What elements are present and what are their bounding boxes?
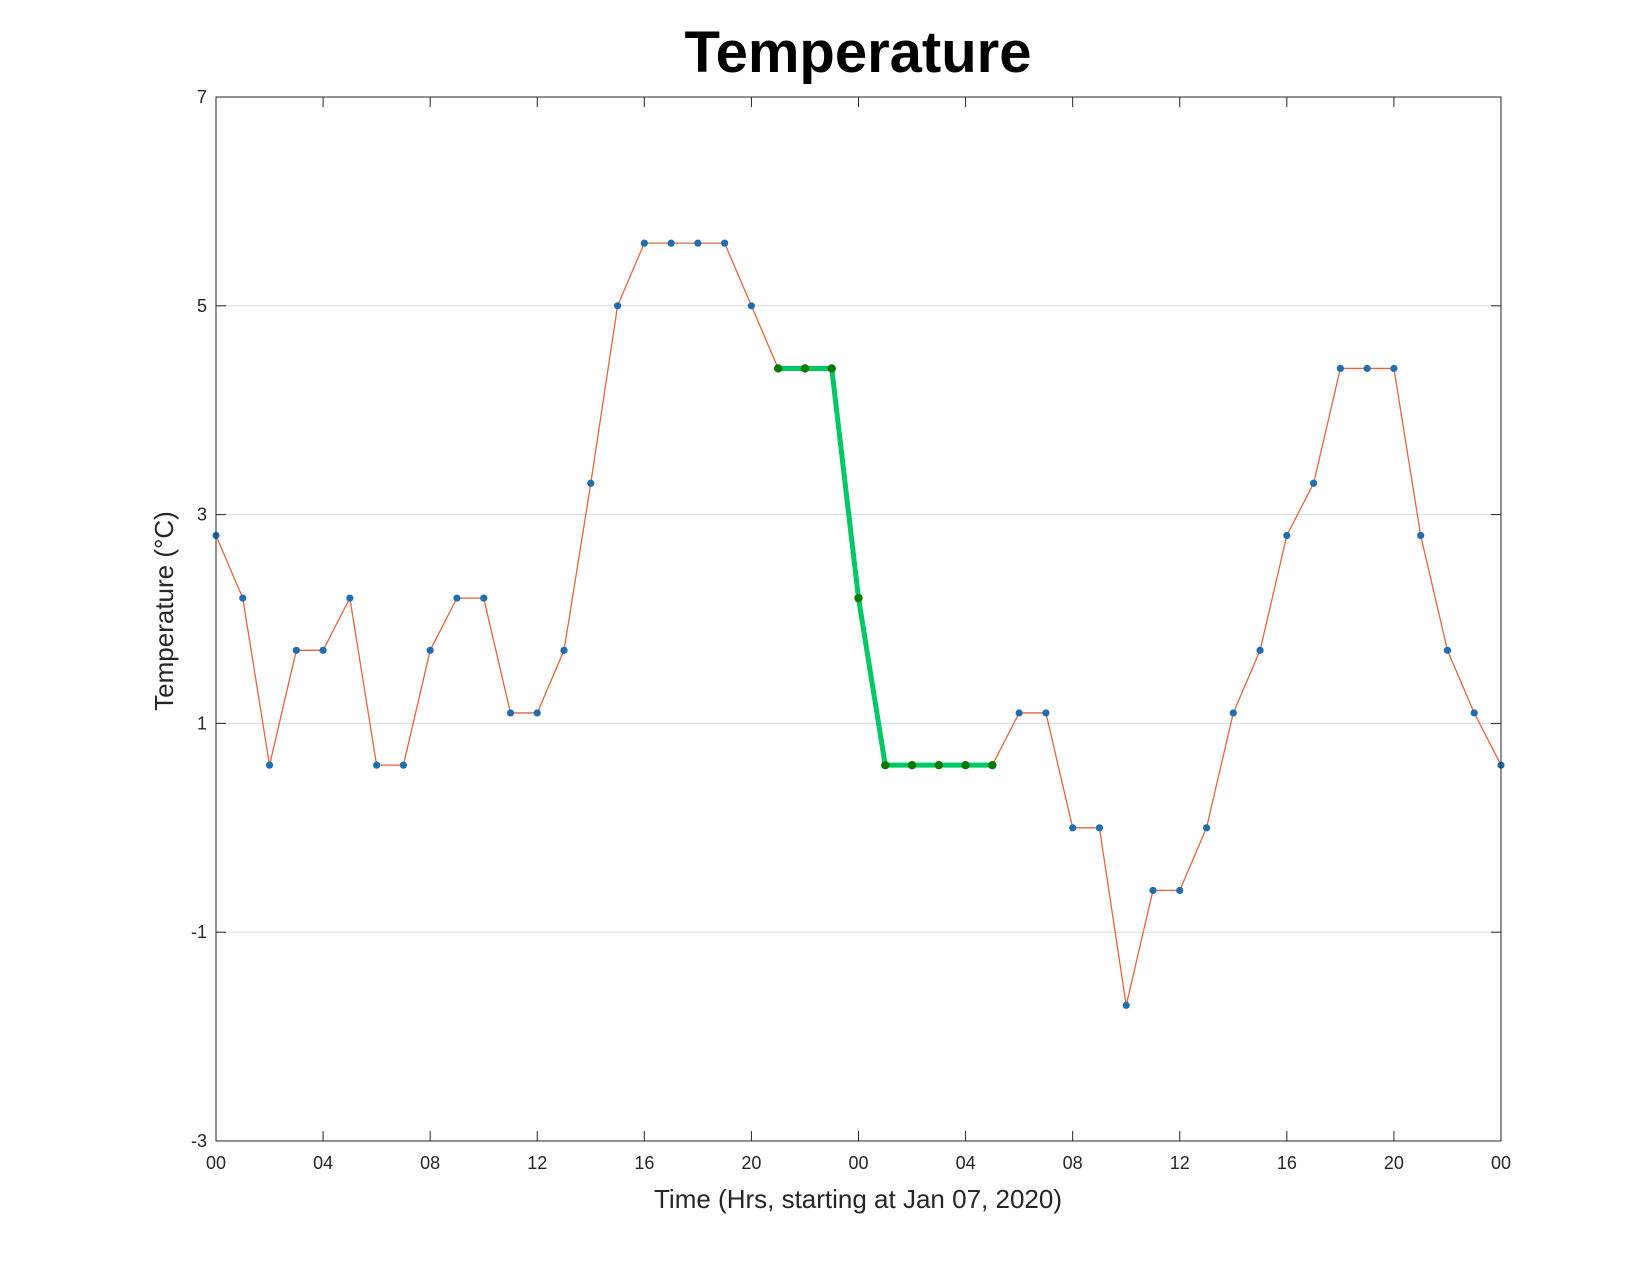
data-point bbox=[1417, 531, 1425, 540]
y-tick-label: 1 bbox=[197, 713, 207, 733]
data-point bbox=[1443, 646, 1452, 654]
data-point bbox=[373, 761, 381, 769]
data-point bbox=[453, 594, 461, 602]
x-tick-label: 16 bbox=[1277, 1153, 1297, 1173]
x-tick-label: 16 bbox=[634, 1153, 654, 1173]
y-tick-label: -3 bbox=[191, 1131, 207, 1151]
data-point bbox=[426, 646, 434, 654]
chart-title: Temperature bbox=[684, 20, 1031, 85]
data-point bbox=[1283, 531, 1291, 540]
x-tick-label: 12 bbox=[1170, 1153, 1190, 1173]
x-tick-label: 20 bbox=[1384, 1153, 1404, 1173]
highlight-point bbox=[800, 364, 810, 373]
data-point bbox=[1015, 709, 1023, 717]
temperature-series bbox=[212, 239, 1505, 1009]
data-point bbox=[721, 239, 729, 247]
highlight-point bbox=[854, 593, 863, 603]
data-point bbox=[1095, 824, 1104, 832]
y-tick-label: 3 bbox=[197, 505, 207, 525]
x-tick-label: 00 bbox=[206, 1153, 226, 1173]
data-point bbox=[1363, 364, 1371, 373]
highlight-line bbox=[778, 365, 993, 768]
data-point bbox=[533, 709, 541, 717]
highlight-point bbox=[988, 760, 997, 770]
highlight-point bbox=[773, 364, 783, 373]
data-point bbox=[1042, 709, 1050, 717]
data-point bbox=[1122, 1001, 1130, 1009]
x-tick-label: 00 bbox=[848, 1153, 868, 1173]
data-point bbox=[1176, 886, 1184, 895]
data-point bbox=[667, 239, 675, 247]
x-tick-label: 08 bbox=[1063, 1153, 1083, 1173]
highlight-point bbox=[827, 364, 836, 373]
data-point bbox=[319, 646, 327, 654]
data-point bbox=[239, 594, 247, 602]
y-tick-label: 7 bbox=[197, 87, 207, 107]
data-point bbox=[560, 646, 568, 654]
data-point bbox=[640, 239, 648, 247]
y-tick-label: 5 bbox=[197, 296, 207, 316]
data-point bbox=[1149, 886, 1157, 895]
x-tick-label: 12 bbox=[527, 1153, 547, 1173]
data-point bbox=[1256, 646, 1264, 654]
x-tick-label: 04 bbox=[313, 1153, 333, 1173]
data-point bbox=[1336, 364, 1344, 373]
axis-ticks: -3 -1 1 3 5 7 00 04 08 12 16 20 00 04 08 12 16 20 00 bbox=[191, 87, 1511, 1173]
x-tick-label: 20 bbox=[741, 1153, 761, 1173]
data-point bbox=[694, 239, 702, 247]
x-axis-label: Time (Hrs, starting at Jan 07, 2020) bbox=[654, 1184, 1062, 1214]
data-point bbox=[1202, 824, 1211, 832]
data-point bbox=[265, 761, 274, 769]
y-tick-label: -1 bbox=[191, 922, 207, 942]
data-point bbox=[1390, 364, 1398, 373]
y-axis-label: Temperature (°C) bbox=[149, 511, 179, 711]
series-line bbox=[215, 242, 1502, 1006]
data-point bbox=[292, 646, 300, 654]
plot-frame bbox=[215, 96, 1502, 1142]
data-point bbox=[587, 479, 595, 487]
highlight-point bbox=[961, 760, 970, 770]
x-tick-label: 04 bbox=[956, 1153, 976, 1173]
highlight-point bbox=[881, 760, 890, 770]
data-point bbox=[1310, 479, 1318, 487]
x-tick-label: 08 bbox=[420, 1153, 440, 1173]
data-point bbox=[747, 302, 756, 310]
highlight-point bbox=[934, 760, 944, 770]
data-point bbox=[399, 761, 407, 769]
x-tick-label: 00 bbox=[1491, 1153, 1511, 1173]
data-point bbox=[346, 594, 354, 602]
series-layer bbox=[212, 239, 1505, 1009]
data-point bbox=[1470, 709, 1478, 717]
highlight-series bbox=[773, 364, 997, 770]
data-point bbox=[1229, 709, 1237, 717]
grid-lines bbox=[216, 305, 1501, 933]
data-point bbox=[480, 594, 488, 602]
data-point bbox=[1069, 824, 1077, 832]
data-point bbox=[613, 302, 622, 310]
highlight-point bbox=[907, 760, 917, 770]
data-point bbox=[506, 709, 515, 717]
